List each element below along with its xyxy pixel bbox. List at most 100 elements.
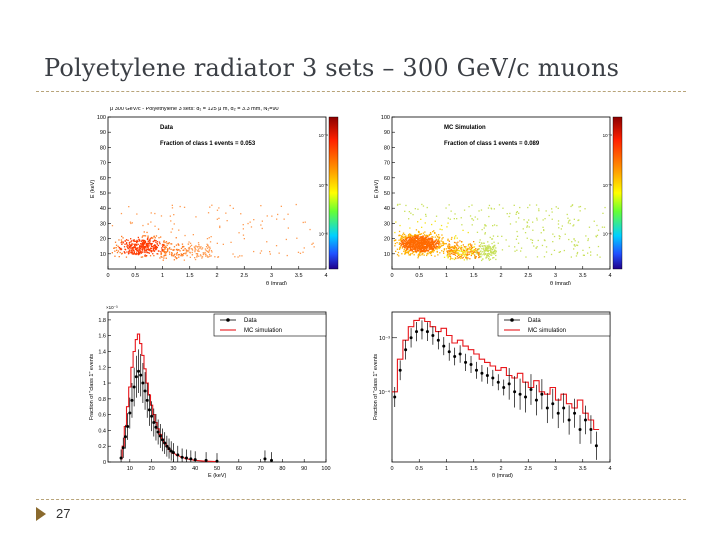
- footer-divider: [36, 499, 686, 500]
- heatmap-cell: [136, 242, 138, 244]
- heatmap-cell: [491, 254, 493, 256]
- heatmap-cell: [203, 253, 205, 255]
- heatmap-cell: [426, 248, 428, 250]
- heatmap-cell: [121, 235, 123, 238]
- data-point: [540, 392, 544, 396]
- heatmap-cell: [435, 215, 438, 217]
- y-tick-label: 0.4: [98, 428, 106, 434]
- heatmap-cell: [149, 248, 151, 250]
- heatmap-cell: [413, 245, 415, 247]
- heatmap-cell: [408, 251, 410, 253]
- heatmap-cell: [145, 250, 147, 252]
- heatmap-cell: [413, 239, 415, 241]
- heatmap-cell: [465, 256, 467, 258]
- heatmap-cell: [206, 255, 208, 257]
- heatmap-cell: [226, 220, 228, 222]
- heatmap-cell: [406, 242, 408, 244]
- heatmap-cell: [466, 254, 468, 256]
- heatmap-cell: [136, 239, 138, 242]
- heatmap-cell: [140, 250, 142, 252]
- heatmap-cell: [394, 242, 396, 245]
- heatmap-cell: [408, 239, 410, 241]
- heatmap-cell: [154, 248, 156, 250]
- heatmap-cell: [408, 211, 410, 213]
- heatmap-cell: [170, 220, 172, 222]
- heatmap-cell: [446, 250, 448, 252]
- heatmap-cell: [501, 235, 503, 237]
- y-tick-label: 20: [384, 237, 390, 243]
- heatmap-cell: [483, 247, 485, 249]
- heatmap-cell: [165, 253, 167, 255]
- y-axis-label: E (keV): [90, 180, 96, 199]
- heatmap-cell: [401, 243, 404, 245]
- heatmap-cell: [194, 257, 196, 259]
- heatmap-cell: [432, 239, 434, 241]
- heatmap-cell: [140, 256, 142, 258]
- heatmap-cell: [471, 250, 473, 252]
- heatmap-cell: [195, 253, 197, 255]
- heatmap-cell: [434, 220, 436, 222]
- heatmap-cell: [442, 242, 444, 244]
- heatmap-cell: [415, 237, 417, 239]
- heatmap-cell: [480, 256, 482, 258]
- heatmap-cell: [449, 249, 451, 251]
- heatmap-cell: [432, 240, 434, 242]
- heatmap-cell: [407, 245, 409, 247]
- heatmap-cell: [421, 236, 423, 238]
- heatmap-cell: [487, 253, 489, 255]
- heatmap-cell: [453, 253, 456, 255]
- heatmap-cell: [466, 250, 468, 252]
- heatmap-cell: [436, 248, 438, 250]
- heatmap-cell: [171, 243, 173, 245]
- heatmap-cell: [567, 222, 569, 224]
- heatmap-cell: [142, 247, 145, 249]
- heatmap-cell: [423, 246, 425, 249]
- heatmap-cell: [142, 239, 145, 242]
- heatmap-cell: [495, 247, 497, 249]
- heatmap-cell: [487, 241, 489, 243]
- heatmap-cell: [463, 251, 466, 253]
- heatmap-cell: [154, 245, 157, 247]
- data-point: [529, 388, 533, 392]
- heatmap-cell: [155, 248, 158, 250]
- heatmap-cell: [145, 245, 148, 247]
- heatmap-cell: [145, 255, 147, 258]
- heatmap-cell: [162, 243, 164, 246]
- heatmap-cell: [446, 254, 448, 256]
- heatmap-cell: [430, 237, 432, 240]
- heatmap-cell: [416, 247, 418, 249]
- heatmap-cell: [141, 236, 143, 238]
- heatmap-cell: [457, 253, 460, 256]
- heatmap-cell: [144, 240, 147, 243]
- heatmap-cell: [553, 249, 556, 251]
- heatmap-cell: [150, 212, 152, 214]
- y-tick-label: 80: [384, 145, 390, 151]
- heatmap-cell: [468, 253, 470, 255]
- heatmap-cell: [473, 251, 475, 254]
- heatmap-cell: [161, 248, 163, 251]
- heatmap-cell: [536, 217, 538, 219]
- heatmap-cell: [480, 209, 483, 211]
- heatmap-cell: [154, 225, 156, 227]
- y-tick-label: 0: [103, 460, 106, 466]
- heatmap-cell: [155, 247, 157, 249]
- heatmap-cell: [280, 205, 282, 207]
- heatmap-cell: [419, 250, 421, 252]
- heatmap-cell: [163, 255, 165, 257]
- heatmap-cell: [168, 248, 170, 250]
- heatmap-cell: [452, 246, 455, 248]
- heatmap-cell: [147, 237, 149, 239]
- heatmap-cell: [576, 251, 579, 254]
- heatmap-cell: [492, 249, 494, 251]
- heatmap-cell: [475, 248, 477, 250]
- heatmap-cell: [217, 256, 220, 258]
- heatmap-cell: [174, 253, 176, 255]
- heatmap-cell: [120, 212, 123, 215]
- heatmap-cell: [402, 235, 404, 237]
- heatmap-cell: [155, 249, 157, 251]
- heatmap-cell: [119, 251, 121, 254]
- heatmap-cell: [287, 213, 289, 215]
- heatmap-cell: [191, 254, 194, 256]
- heatmap-cell: [418, 247, 420, 249]
- heatmap-cell: [402, 233, 404, 236]
